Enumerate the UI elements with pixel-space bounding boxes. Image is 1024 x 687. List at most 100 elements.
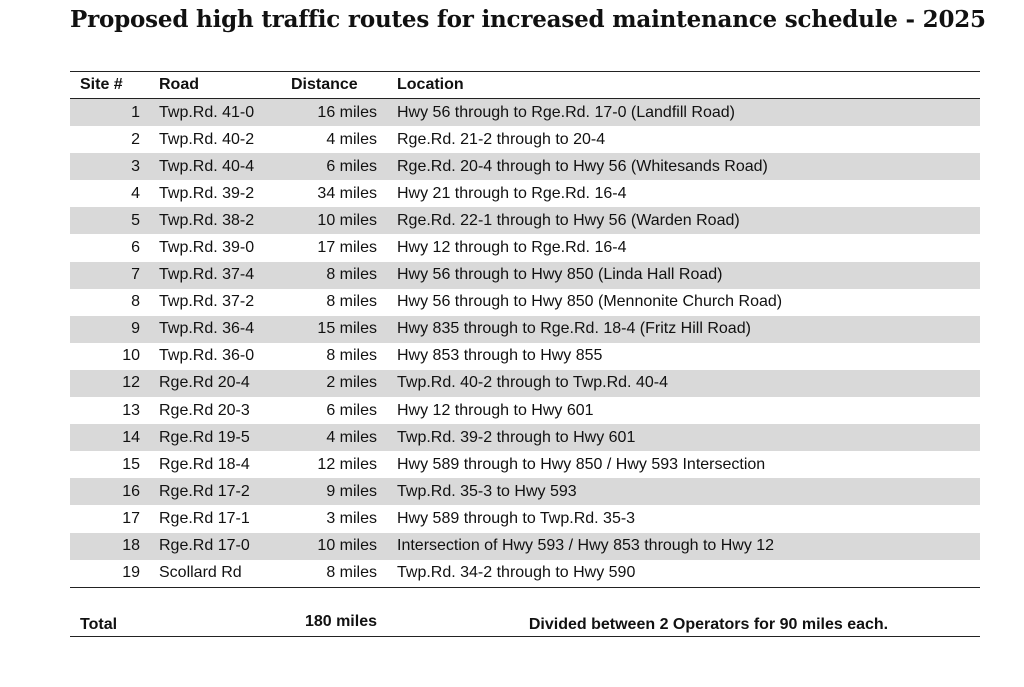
cell-site: 17 xyxy=(122,509,140,527)
cell-location: Hwy 835 through to Rge.Rd. 18-4 (Fritz H… xyxy=(397,315,980,343)
cell-distance: 2 miles xyxy=(289,369,397,398)
table-row: 18 Rge.Rd 17-0 10 miles Intersection of Hwy… xyxy=(70,532,980,560)
cell-road: Rge.Rd 17-1 xyxy=(159,509,250,527)
cell-site: 12 xyxy=(70,369,159,398)
cell-distance: 9 miles xyxy=(289,478,397,506)
table-body: 1 Twp.Rd. 41-0 16 miles Hwy 56 through to R… xyxy=(70,98,980,588)
cell-site: 18 xyxy=(70,532,159,560)
cell-road: Rge.Rd 17-2 xyxy=(159,478,289,506)
cell-distance: 4 miles xyxy=(326,130,377,148)
table-row: 12 Rge.Rd 20-4 2 miles Twp.Rd. 40-2 through… xyxy=(70,369,980,398)
table-row: 1 Twp.Rd. 41-0 16 miles Hwy 56 through to R… xyxy=(70,98,980,127)
cell-site: 16 xyxy=(70,478,159,506)
page-title: Proposed high traffic routes for increas… xyxy=(70,6,986,33)
cell-road: Twp.Rd. 39-2 xyxy=(159,184,255,202)
cell-distance: 6 miles xyxy=(289,153,397,181)
table-row: 8 Twp.Rd. 37-2 8 miles Hwy 56 through to Hw… xyxy=(70,289,980,316)
cell-distance: 8 miles xyxy=(326,347,377,365)
cell-distance: 12 miles xyxy=(317,455,377,473)
cell-distance: 15 miles xyxy=(289,315,397,343)
cell-location: Hwy 12 through to Hwy 601 xyxy=(397,401,594,419)
cell-location: Hwy 589 through to Hwy 850 / Hwy 593 Int… xyxy=(397,455,766,473)
cell-location: Rge.Rd. 20-4 through to Hwy 56 (Whitesan… xyxy=(397,153,980,181)
cell-location: Rge.Rd. 22-1 through to Hwy 56 (Warden R… xyxy=(397,207,980,235)
cell-road: Twp.Rd. 37-2 xyxy=(159,293,255,311)
table-row: 17 Rge.Rd 17-1 3 miles Hwy 589 through to T… xyxy=(70,505,980,532)
routes-table: Site # Road Distance Location 1 Twp.Rd. 4… xyxy=(70,71,980,637)
cell-location: Hwy 21 through to Rge.Rd. 16-4 xyxy=(397,184,627,202)
cell-road: Rge.Rd 17-0 xyxy=(159,532,289,560)
header-distance: Distance xyxy=(291,76,358,93)
cell-site: 19 xyxy=(122,564,140,582)
cell-site: 6 xyxy=(131,239,140,257)
cell-distance: 8 miles xyxy=(326,293,377,311)
cell-location: Hwy 56 through to Rge.Rd. 17-0 (Landfill… xyxy=(397,98,980,127)
cell-location: Hwy 853 through to Hwy 855 xyxy=(397,347,603,365)
cell-road: Twp.Rd. 41-0 xyxy=(159,98,289,127)
cell-site: 2 xyxy=(131,130,140,148)
cell-site: 9 xyxy=(70,315,159,343)
cell-location: Twp.Rd. 40-2 through to Twp.Rd. 40-4 xyxy=(397,369,980,398)
cell-site: 1 xyxy=(70,98,159,127)
cell-road: Scollard Rd xyxy=(159,564,242,582)
cell-road: Rge.Rd 19-5 xyxy=(159,424,289,452)
cell-location: Hwy 56 through to Hwy 850 (Linda Hall Ro… xyxy=(397,261,980,289)
table-row: 5 Twp.Rd. 38-2 10 miles Rge.Rd. 22-1 throug… xyxy=(70,207,980,235)
table-row: 16 Rge.Rd 17-2 9 miles Twp.Rd. 35-3 to Hwy … xyxy=(70,478,980,506)
cell-distance: 17 miles xyxy=(317,239,377,257)
table-row: 9 Twp.Rd. 36-4 15 miles Hwy 835 through to … xyxy=(70,315,980,343)
cell-location: Rge.Rd. 21-2 through to 20-4 xyxy=(397,130,606,148)
cell-location: Intersection of Hwy 593 / Hwy 853 throug… xyxy=(397,532,980,560)
cell-distance: 34 miles xyxy=(317,184,377,202)
header-location: Location xyxy=(397,76,464,93)
cell-site: 3 xyxy=(70,153,159,181)
header-site: Site # xyxy=(80,76,123,93)
total-distance: 180 miles xyxy=(304,612,377,630)
cell-site: 10 xyxy=(122,347,140,365)
table-row: 6 Twp.Rd. 39-0 17 miles Hwy 12 through to R… xyxy=(70,234,980,261)
cell-location: Hwy 56 through to Hwy 850 (Mennonite Chu… xyxy=(397,293,783,311)
cell-distance: 6 miles xyxy=(326,401,377,419)
cell-site: 7 xyxy=(70,261,159,289)
cell-location: Hwy 589 through to Twp.Rd. 35-3 xyxy=(397,509,636,527)
table-row: 10 Twp.Rd. 36-0 8 miles Hwy 853 through to … xyxy=(70,343,980,370)
cell-road: Twp.Rd. 38-2 xyxy=(159,207,289,235)
cell-location: Twp.Rd. 34-2 through to Hwy 590 xyxy=(397,564,636,582)
cell-distance: 3 miles xyxy=(326,509,377,527)
table-row: 3 Twp.Rd. 40-4 6 miles Rge.Rd. 20-4 through… xyxy=(70,153,980,181)
total-note: Divided between 2 Operators for 90 miles… xyxy=(528,615,889,633)
table-row: 2 Twp.Rd. 40-2 4 miles Rge.Rd. 21-2 through… xyxy=(70,126,980,153)
cell-road: Twp.Rd. 37-4 xyxy=(159,261,289,289)
cell-distance: 10 miles xyxy=(289,207,397,235)
cell-distance: 8 miles xyxy=(326,564,377,582)
cell-road: Twp.Rd. 40-4 xyxy=(159,153,289,181)
cell-site: 4 xyxy=(131,184,140,202)
cell-distance: 16 miles xyxy=(289,98,397,127)
cell-site: 5 xyxy=(70,207,159,235)
total-road-empty xyxy=(159,587,289,636)
total-label: Total xyxy=(80,615,118,633)
cell-road: Rge.Rd 20-3 xyxy=(159,401,250,419)
header-road: Road xyxy=(159,76,199,93)
cell-site: 13 xyxy=(122,401,140,419)
cell-site: 15 xyxy=(122,455,140,473)
cell-road: Twp.Rd. 39-0 xyxy=(159,239,255,257)
total-row: Total 180 miles Divided between 2 Operat… xyxy=(70,587,980,637)
table-row: 7 Twp.Rd. 37-4 8 miles Hwy 56 through to Hw… xyxy=(70,261,980,289)
cell-road: Twp.Rd. 36-4 xyxy=(159,315,289,343)
table-row: 14 Rge.Rd 19-5 4 miles Twp.Rd. 39-2 through… xyxy=(70,424,980,452)
cell-distance: 10 miles xyxy=(289,532,397,560)
cell-location: Hwy 12 through to Rge.Rd. 16-4 xyxy=(397,239,627,257)
cell-road: Twp.Rd. 36-0 xyxy=(159,347,255,365)
cell-site: 8 xyxy=(131,293,140,311)
table-row: 15 Rge.Rd 18-4 12 miles Hwy 589 through to … xyxy=(70,451,980,478)
cell-distance: 8 miles xyxy=(289,261,397,289)
table-header-row: Site # Road Distance Location xyxy=(70,71,980,99)
table-row: 4 Twp.Rd. 39-2 34 miles Hwy 21 through to R… xyxy=(70,180,980,207)
cell-road: Rge.Rd 20-4 xyxy=(159,369,289,398)
table-row: 19 Scollard Rd 8 miles Twp.Rd. 34-2 through… xyxy=(70,560,980,588)
cell-distance: 4 miles xyxy=(289,424,397,452)
cell-site: 14 xyxy=(70,424,159,452)
table-row: 13 Rge.Rd 20-3 6 miles Hwy 12 through to Hw… xyxy=(70,397,980,424)
cell-location: Twp.Rd. 39-2 through to Hwy 601 xyxy=(397,424,980,452)
